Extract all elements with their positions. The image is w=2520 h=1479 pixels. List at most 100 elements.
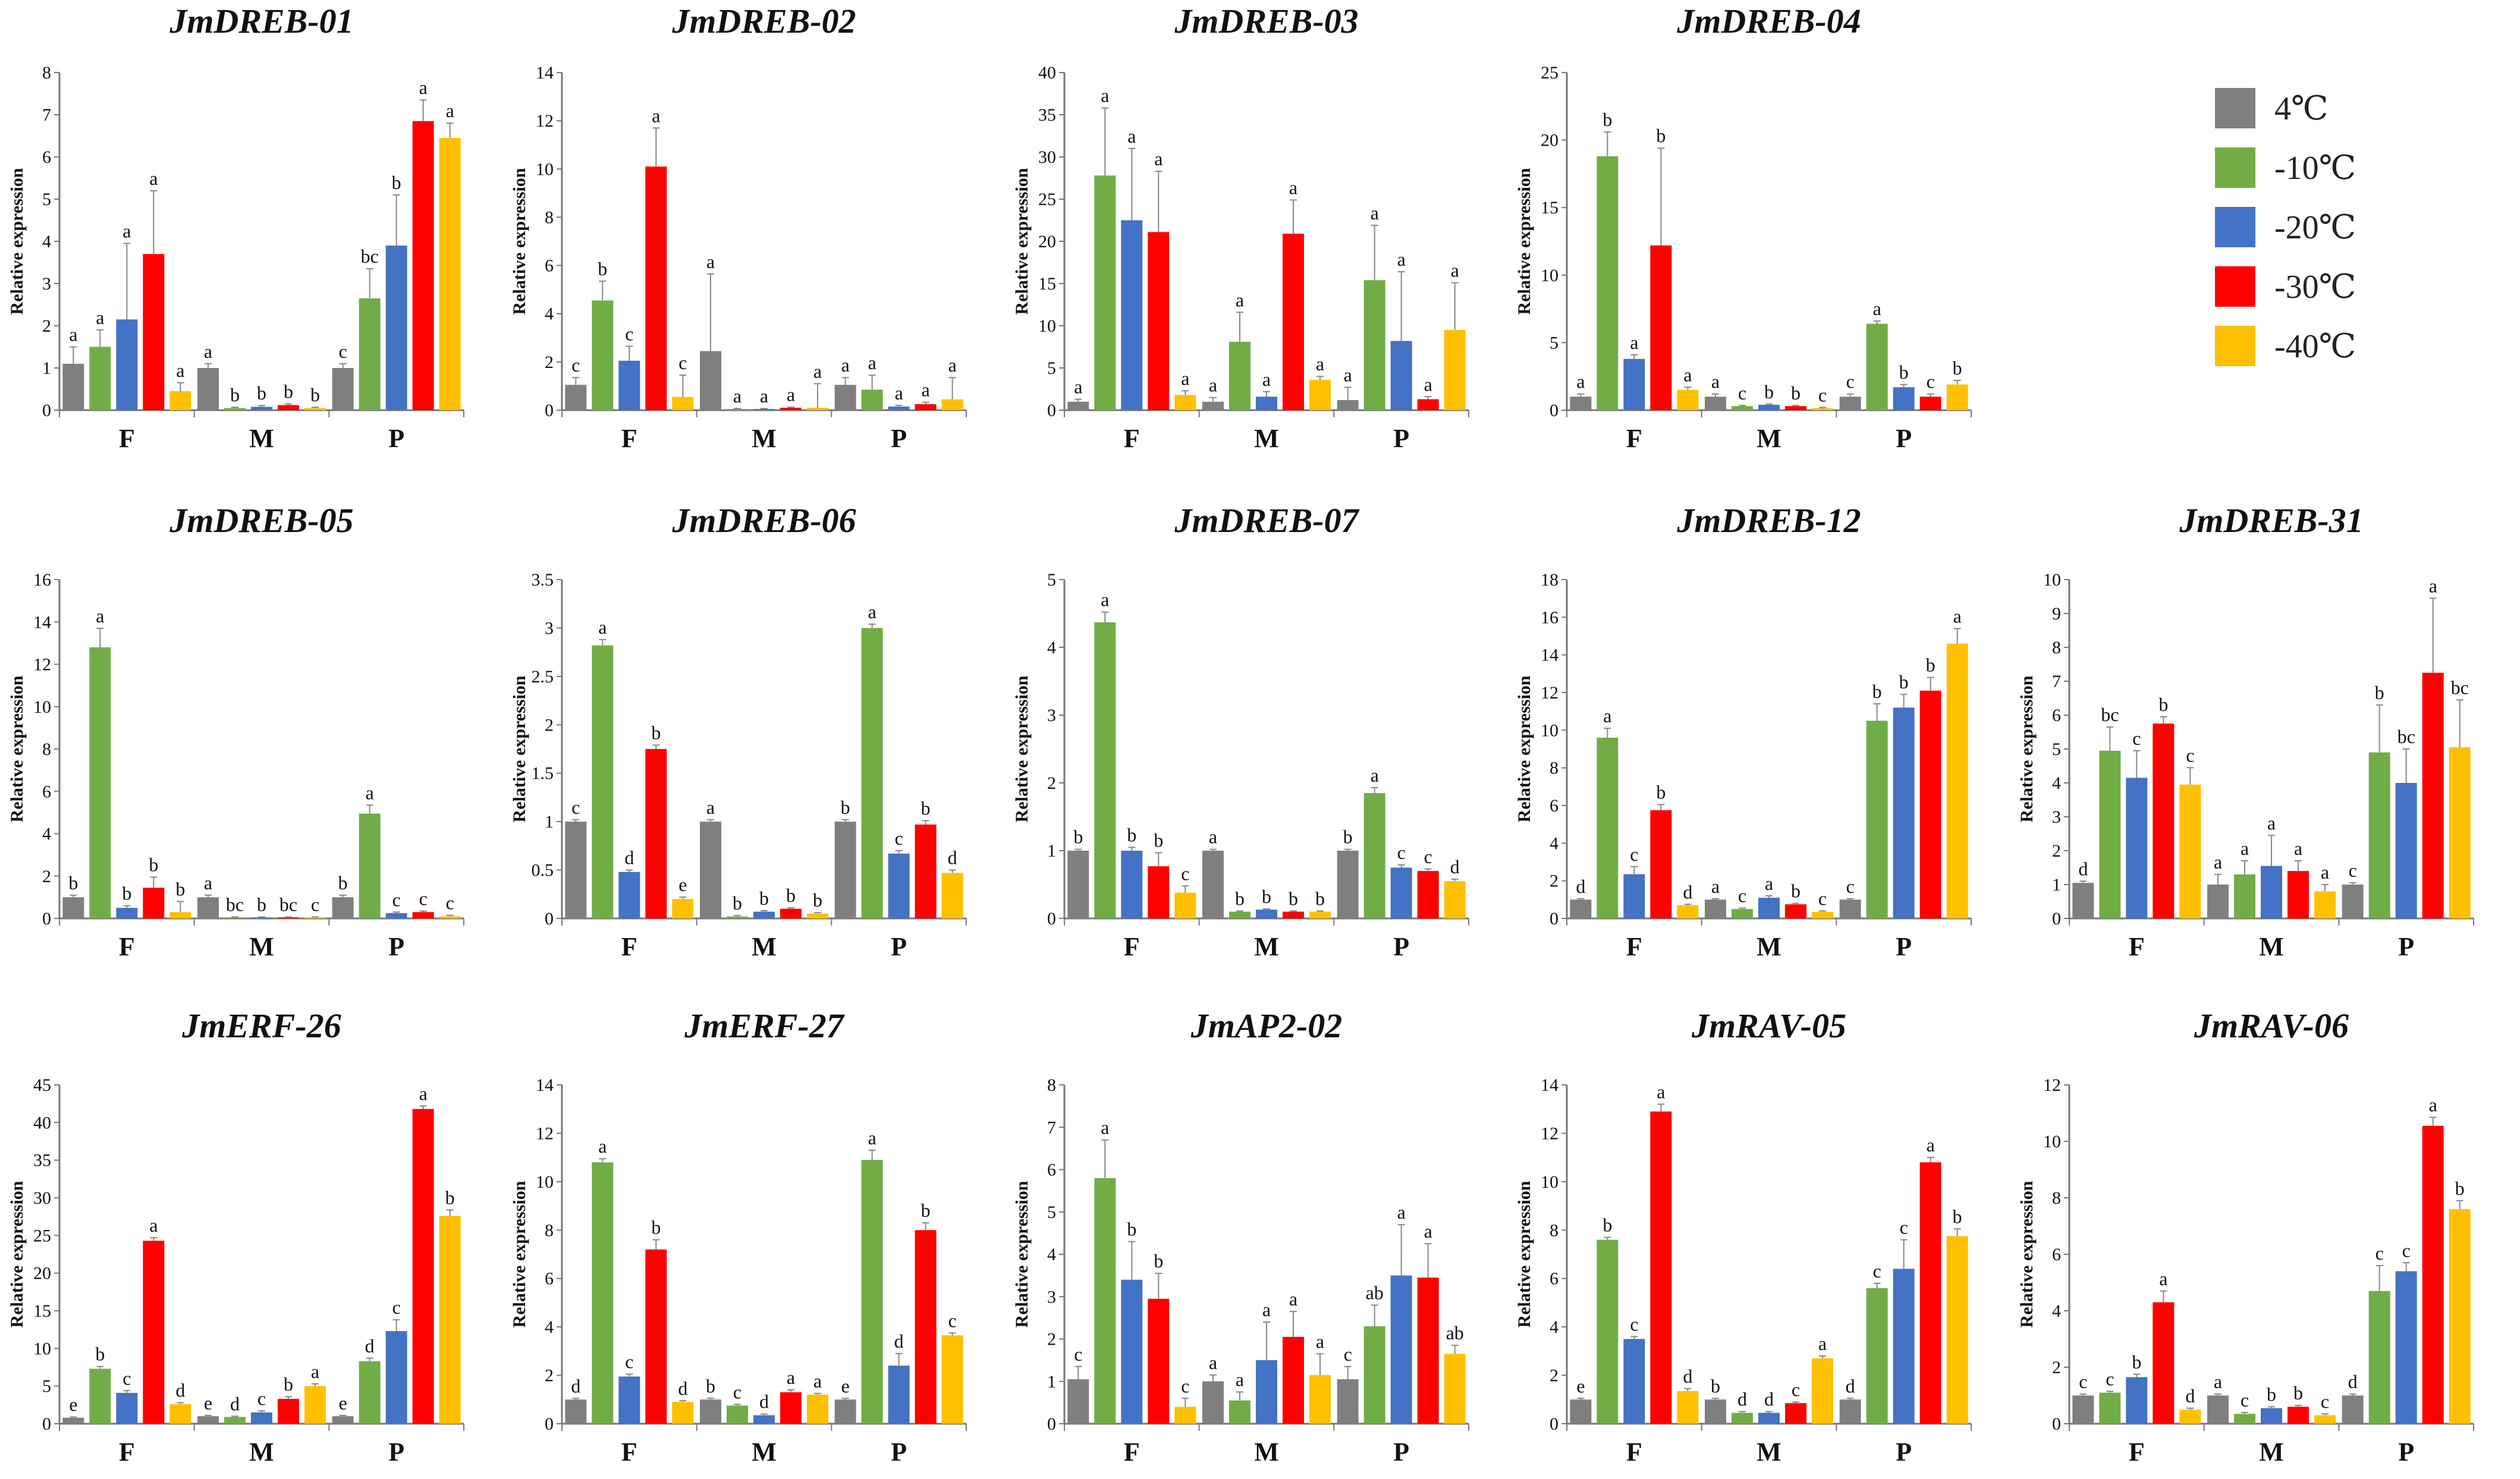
- significance-label: a: [1181, 367, 1189, 389]
- bar-jmrav-05-f-s0: [1570, 1399, 1592, 1424]
- bar-jmdreb-06-p-s2: [888, 853, 910, 918]
- y-tick-label: 0: [545, 909, 554, 929]
- bar-jmdreb-06-f-s0: [565, 822, 587, 918]
- significance-label: a: [2429, 1094, 2437, 1116]
- x-tick-label: F: [119, 1437, 135, 1467]
- bar-jmdreb-31-m-s4: [2314, 891, 2336, 918]
- bar-jmap2-02-f-s1: [1094, 1178, 1116, 1424]
- x-tick-label: M: [752, 424, 777, 453]
- y-axis-label: Relative expression: [7, 1181, 27, 1327]
- bar-jmdreb-31-m-s2: [2261, 866, 2282, 918]
- significance-label: a: [1397, 248, 1406, 270]
- significance-label: b: [841, 797, 850, 818]
- significance-label: b: [1262, 886, 1271, 907]
- significance-label: c: [1818, 384, 1827, 405]
- bar-jmdreb-06-p-s4: [941, 873, 963, 918]
- y-tick-label: 10: [536, 1172, 554, 1192]
- panel-jmdreb-06: JmDREB-06 Relative expression 0 0.5 1 1.5 2 2.5…: [510, 501, 967, 961]
- x-tick-label: M: [1254, 1437, 1279, 1467]
- x-tick-label: F: [621, 424, 637, 453]
- y-tick-label: 1: [2052, 875, 2061, 895]
- legend-swatch-4c: [2215, 88, 2255, 128]
- legend-swatch-minus40c: [2215, 326, 2255, 366]
- bar-jmdreb-01-f-s2: [116, 319, 138, 410]
- significance-label: a: [706, 251, 715, 272]
- bar-jmerf-26-f-s4: [169, 1404, 191, 1424]
- significance-label: d: [1683, 1365, 1692, 1387]
- significance-label: b: [706, 1375, 715, 1396]
- significance-label: d: [1764, 1389, 1774, 1410]
- bar-jmdreb-03-f-s2: [1121, 220, 1143, 410]
- y-tick-label: 6: [545, 1269, 554, 1289]
- y-tick-label: 10: [1541, 1172, 1558, 1192]
- bar-jmdreb-07-f-s4: [1174, 892, 1196, 918]
- y-tick-label: 12: [536, 111, 554, 131]
- bar-jmdreb-03-m-s3: [1283, 234, 1304, 410]
- y-tick-label: 4: [1550, 833, 1558, 853]
- bar-jmdreb-05-m-s0: [197, 897, 219, 918]
- y-tick-label: 0: [1550, 401, 1558, 420]
- significance-label: c: [1074, 1343, 1082, 1365]
- y-tick-label: 5: [1047, 1203, 1056, 1222]
- y-tick-label: 3: [42, 274, 51, 294]
- bar-jmdreb-31-p-s2: [2395, 783, 2417, 918]
- bar-jmdreb-03-m-s1: [1229, 341, 1250, 410]
- bar-jmdreb-01-p-s2: [385, 246, 407, 410]
- bar-jmerf-26-m-s0: [197, 1416, 219, 1424]
- significance-label: bc: [279, 894, 297, 915]
- y-axis-label: Relative expression: [2017, 675, 2037, 822]
- legend-item-minus30c: -30℃: [2209, 262, 2387, 321]
- x-tick-label: P: [1896, 1437, 1912, 1467]
- bar-jmdreb-03-f-s0: [1067, 401, 1089, 410]
- x-tick-label: P: [891, 424, 907, 453]
- significance-label: b: [1127, 824, 1136, 845]
- bar-jmdreb-05-m-s3: [278, 917, 299, 918]
- significance-label: b: [786, 885, 796, 906]
- y-axis-label: Relative expression: [2017, 1181, 2037, 1327]
- bar-jmdreb-06-m-s2: [753, 911, 775, 918]
- y-tick-label: 8: [545, 207, 554, 227]
- bar-jmdreb-07-f-s1: [1094, 622, 1116, 918]
- significance-label: d: [759, 1391, 769, 1412]
- significance-label: a: [1209, 1352, 1217, 1373]
- significance-label: a: [733, 385, 741, 407]
- bar-jmdreb-01-f-s3: [143, 254, 165, 410]
- bar-jmdreb-04-m-s3: [1785, 406, 1806, 410]
- y-tick-label: 2: [2052, 841, 2061, 861]
- bar-jmerf-27-f-s1: [592, 1162, 614, 1424]
- significance-label: b: [1127, 1219, 1136, 1240]
- significance-label: b: [1953, 1206, 1962, 1227]
- bar-jmrav-05-m-s0: [1705, 1399, 1726, 1424]
- significance-label: a: [813, 1370, 822, 1392]
- bar-jmdreb-06-p-s1: [861, 628, 883, 918]
- bar-jmdreb-04-m-s0: [1705, 397, 1726, 410]
- x-tick-label: F: [1124, 1437, 1140, 1467]
- bar-jmrav-05-f-s2: [1623, 1339, 1645, 1424]
- y-tick-label: 9: [2052, 604, 2061, 624]
- bar-jmap2-02-p-s2: [1390, 1275, 1412, 1424]
- significance-label: c: [2402, 1239, 2411, 1261]
- y-tick-label: 6: [1047, 1160, 1056, 1180]
- significance-label: b: [1899, 361, 1909, 383]
- y-tick-label: 5: [42, 190, 51, 209]
- significance-label: a: [1154, 148, 1162, 169]
- bar-jmap2-02-f-s0: [1067, 1379, 1089, 1424]
- y-tick-label: 3: [1047, 1287, 1056, 1307]
- significance-label: c: [1424, 846, 1432, 867]
- bar-jmdreb-05-p-s4: [439, 916, 461, 918]
- significance-label: b: [284, 380, 293, 402]
- bar-jmdreb-03-p-s1: [1363, 280, 1385, 410]
- panel-title: JmDREB-12: [1676, 501, 1861, 540]
- y-tick-label: 10: [2043, 1132, 2061, 1151]
- significance-label: d: [1737, 1389, 1747, 1410]
- panel-jmdreb-02: JmDREB-02 Relative expression 0 2 4 6 8 10 12 14 c…: [510, 2, 967, 453]
- y-tick-label: 4: [2052, 773, 2061, 793]
- bar-jmerf-27-f-s2: [618, 1376, 640, 1424]
- significance-label: c: [1630, 844, 1638, 865]
- x-tick-label: P: [1393, 932, 1409, 961]
- bar-jmerf-26-m-s4: [304, 1386, 326, 1424]
- bar-jmdreb-01-m-s1: [224, 408, 246, 410]
- bar-jmrav-06-p-s4: [2449, 1209, 2471, 1424]
- x-tick-label: F: [621, 1437, 637, 1467]
